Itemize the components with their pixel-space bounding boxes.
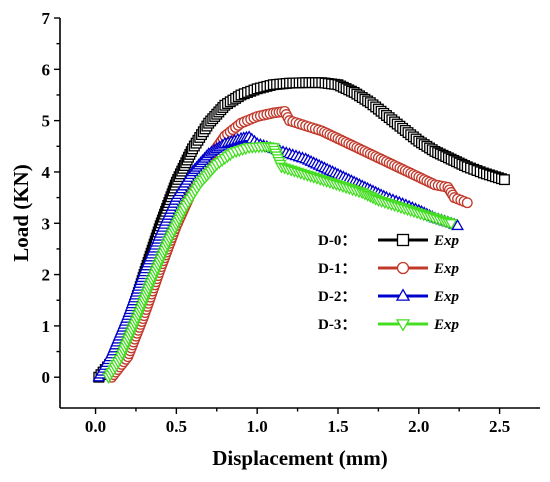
data-point-D-0 [498,174,510,186]
x-tick-label: 1.0 [247,417,268,436]
y-tick-label: 1 [42,317,51,336]
axes [59,18,540,409]
legend-marker-D-3 [395,319,411,332]
y-tick-label: 3 [42,214,51,233]
legend-label-D-0: Exp [433,233,460,249]
ticks: 0.0 0.5 1.0 1.5 2.0 2.5 0 1 2 3 4 5 6 7 [42,9,511,436]
legend-name-D-0: D-0： [318,233,356,249]
legend-label-D-1: Exp [433,261,460,277]
legend-name-D-2: D-2： [318,289,356,305]
x-tick-label: 2.5 [489,417,510,436]
legend-marker-D-2 [395,288,411,301]
y-axis-title: Load (KN) [9,164,33,261]
x-tick-label: 0.5 [166,417,187,436]
legend-marker-D-1 [396,261,410,275]
legend-marker-D-0 [396,233,410,247]
x-axis-title: Displacement (mm) [212,446,388,470]
y-tick-label: 5 [42,112,51,131]
data-point-D-3 [444,219,458,231]
legend-label-D-3: Exp [433,317,460,333]
y-tick-label: 4 [42,163,51,182]
y-tick-label: 7 [42,9,51,28]
data-marks [92,77,510,385]
data-point-D-2 [451,219,464,231]
data-point-D-1 [461,197,473,209]
legend-name-D-1: D-1： [318,261,356,277]
series-D-3 [102,142,458,385]
x-tick-label: 1.5 [327,417,348,436]
y-tick-label: 2 [42,266,51,285]
legend-name-D-3: D-3： [318,317,356,333]
x-tick-label: 2.0 [408,417,429,436]
y-tick-label: 6 [42,60,51,79]
y-tick-label: 0 [42,368,51,387]
legend: D-0： Exp D-1： Exp D-2： Exp D-3： Exp [318,233,460,333]
legend-label-D-2: Exp [433,289,460,305]
x-tick-label: 0.0 [85,417,106,436]
